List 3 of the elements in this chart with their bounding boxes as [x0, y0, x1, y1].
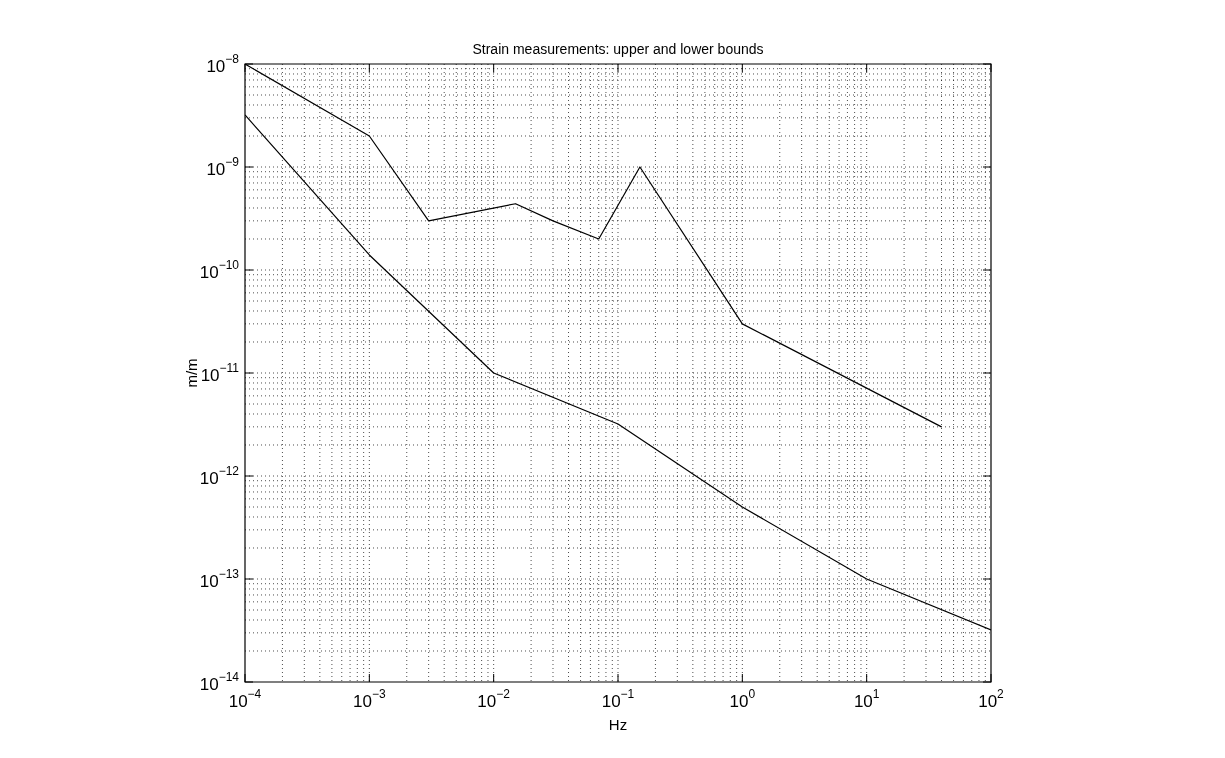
x-axis-title: Hz [608, 716, 628, 734]
y-axis-title: m/m [183, 358, 201, 388]
chart-title: Strain measurements: upper and lower bounds [472, 40, 764, 57]
